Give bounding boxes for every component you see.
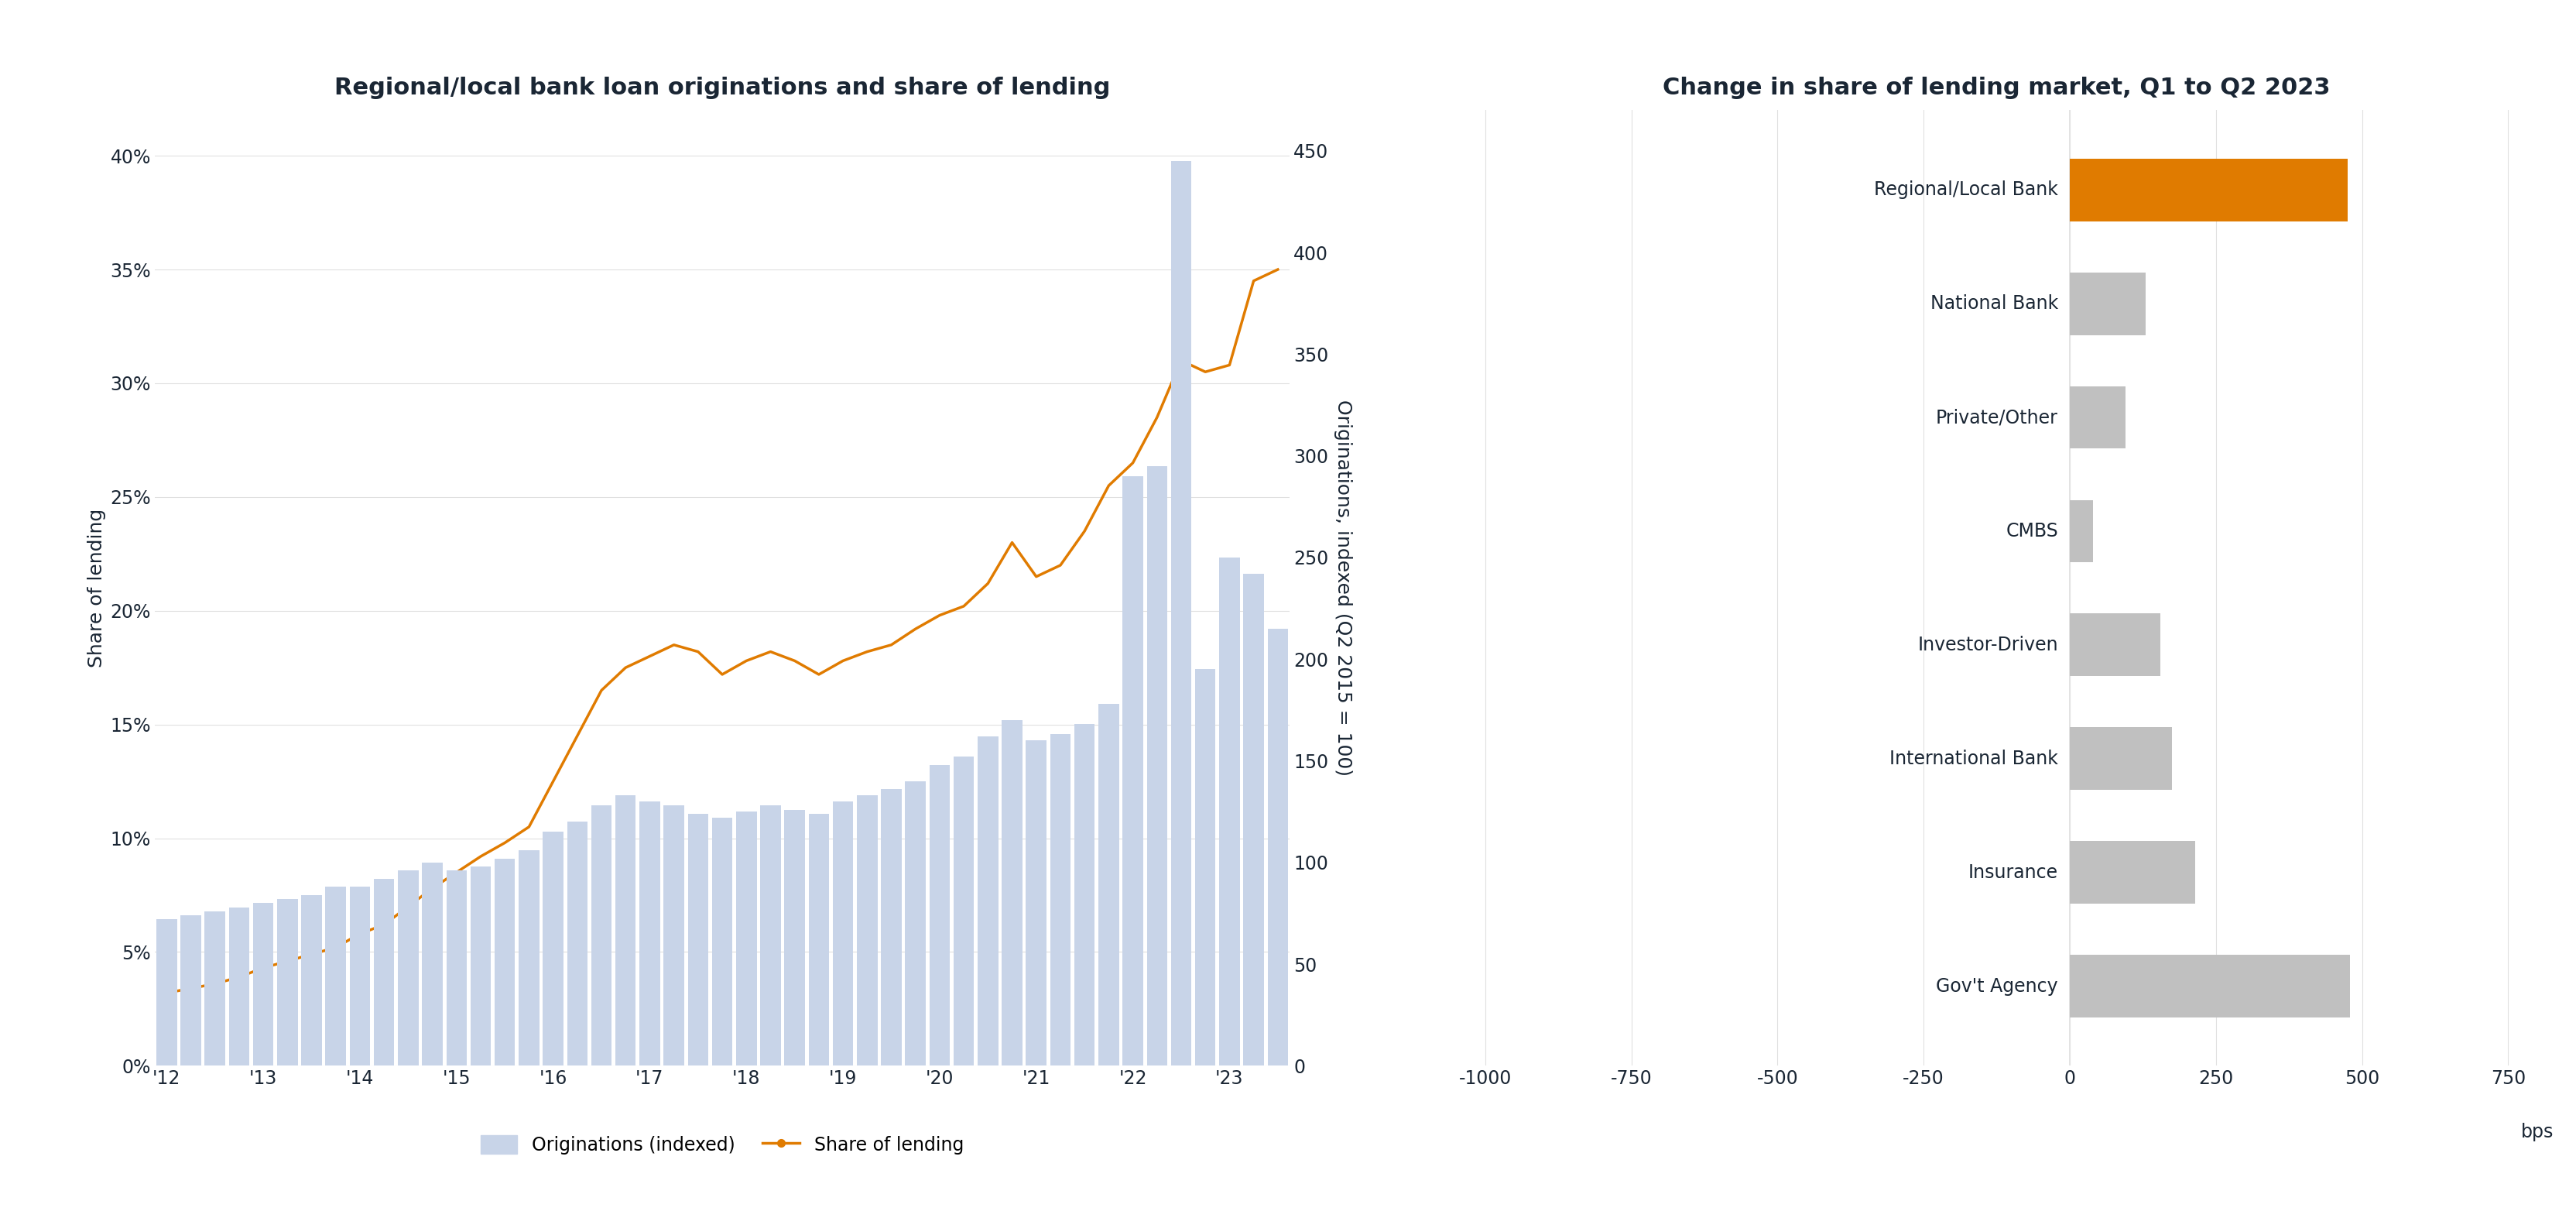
Bar xyxy=(1267,628,1288,1066)
Bar xyxy=(616,795,636,1066)
Bar xyxy=(881,789,902,1066)
Bar xyxy=(832,801,853,1066)
Text: National Bank: National Bank xyxy=(1929,294,2058,312)
Bar xyxy=(711,818,732,1066)
Bar xyxy=(2069,158,2347,222)
Bar xyxy=(422,862,443,1066)
Bar xyxy=(2069,728,2172,790)
Bar xyxy=(858,795,878,1066)
Bar xyxy=(204,911,224,1066)
Bar xyxy=(930,764,951,1066)
Text: bps: bps xyxy=(2522,1122,2553,1142)
Bar xyxy=(1025,740,1046,1066)
Text: Insurance: Insurance xyxy=(1968,864,2058,882)
Title: Regional/local bank loan originations and share of lending: Regional/local bank loan originations an… xyxy=(335,76,1110,99)
Bar xyxy=(157,920,178,1066)
Bar xyxy=(665,806,685,1066)
Text: CMBS: CMBS xyxy=(2007,522,2058,540)
Bar xyxy=(325,887,345,1066)
Bar xyxy=(1097,704,1118,1066)
Y-axis label: Share of lending: Share of lending xyxy=(88,508,106,668)
Bar xyxy=(471,866,492,1066)
Bar xyxy=(1123,477,1144,1066)
Bar xyxy=(760,806,781,1066)
Bar xyxy=(567,822,587,1066)
Y-axis label: Originations, indexed (Q2 2015 = 100): Originations, indexed (Q2 2015 = 100) xyxy=(1334,399,1352,777)
Bar xyxy=(2069,614,2161,676)
Bar xyxy=(737,812,757,1066)
Bar xyxy=(278,899,299,1066)
Text: Gov't Agency: Gov't Agency xyxy=(1937,976,2058,996)
Bar xyxy=(252,903,273,1066)
Bar xyxy=(1218,557,1239,1066)
Bar xyxy=(1172,160,1193,1066)
Bar xyxy=(1146,465,1167,1066)
Bar xyxy=(2069,842,2195,904)
Bar xyxy=(2069,386,2125,448)
Bar xyxy=(1244,573,1265,1066)
Title: Change in share of lending market, Q1 to Q2 2023: Change in share of lending market, Q1 to… xyxy=(1664,76,2331,99)
Bar xyxy=(544,832,564,1066)
Bar xyxy=(301,895,322,1066)
Bar xyxy=(350,887,371,1066)
Bar xyxy=(374,878,394,1066)
Bar xyxy=(397,871,417,1066)
Bar xyxy=(809,813,829,1066)
Bar xyxy=(1002,720,1023,1066)
Bar xyxy=(590,806,611,1066)
Bar xyxy=(180,915,201,1066)
Text: Private/Other: Private/Other xyxy=(1937,408,2058,426)
Bar xyxy=(2069,500,2094,562)
Bar xyxy=(1074,724,1095,1066)
Bar xyxy=(688,813,708,1066)
Bar xyxy=(229,908,250,1066)
Bar xyxy=(904,782,925,1066)
Text: Regional/Local Bank: Regional/Local Bank xyxy=(1873,180,2058,200)
Text: International Bank: International Bank xyxy=(1888,750,2058,768)
Bar xyxy=(446,871,466,1066)
Bar xyxy=(953,757,974,1066)
Bar xyxy=(2069,954,2349,1018)
Bar xyxy=(495,859,515,1066)
Bar xyxy=(786,810,804,1066)
Bar xyxy=(1195,669,1216,1066)
Bar xyxy=(518,850,538,1066)
Bar xyxy=(639,801,659,1066)
Bar xyxy=(979,736,997,1066)
Bar xyxy=(2069,272,2146,334)
Legend: Originations (indexed), Share of lending: Originations (indexed), Share of lending xyxy=(474,1128,971,1161)
Bar xyxy=(1051,734,1072,1066)
Text: Investor-Driven: Investor-Driven xyxy=(1917,636,2058,654)
